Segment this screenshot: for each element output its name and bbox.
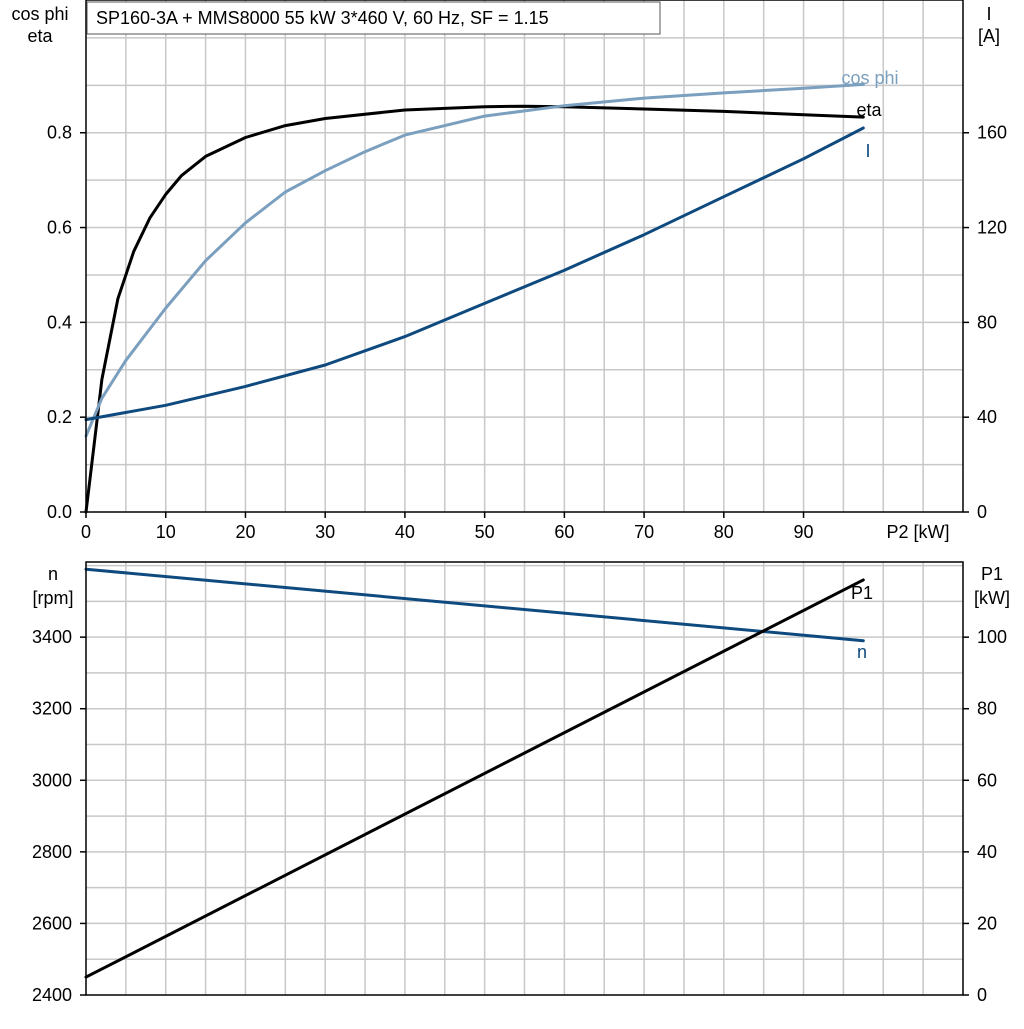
bottom-right-axis-title-2: [kW] [974, 588, 1010, 608]
top-x-axis-title: P2 [kW] [886, 522, 949, 542]
top-right-axis-title-2: [A] [978, 26, 1000, 46]
panel1-right-tick-label: 60 [977, 770, 997, 790]
bottom-panel: 2400 2600 2800 3000 3200 3400 0 20 40 60 80 100 n [… [32, 561, 1010, 1005]
panel1-right-tick-label: 40 [977, 842, 997, 862]
x-tick-label: 90 [794, 522, 814, 542]
series-line-I [84, 126, 865, 422]
panel1-right-tick-label: 100 [977, 627, 1007, 647]
bottom-series [84, 567, 865, 979]
top-ticks: 0.0 0.2 0.4 0.6 0.8 0 40 80 120 160 0 10 20 30 40 50 60 7… [47, 123, 1007, 542]
bottom-right-axis-title-1: P1 [981, 564, 1003, 584]
x-tick-label: 70 [634, 522, 654, 542]
top-panel: 0.0 0.2 0.4 0.6 0.8 0 40 80 120 160 0 10 20 30 40 50 60 7… [11, 0, 1007, 542]
top-grid [86, 0, 963, 512]
panel1-left-tick-label: 2800 [32, 842, 72, 862]
top-left-axis-title-2: eta [27, 26, 53, 46]
bottom-left-axis-title-2: [rpm] [32, 588, 73, 608]
top-right-axis-title-1: I [986, 4, 991, 24]
panel1-left-tick-label: 3200 [32, 699, 72, 719]
x-tick-label: 50 [475, 522, 495, 542]
x-tick-label: 10 [156, 522, 176, 542]
bottom-ticks: 2400 2600 2800 3000 3200 3400 0 20 40 60 80 100 [32, 627, 1007, 1005]
series-line-cos-phi [84, 82, 865, 438]
series-line-n [84, 567, 865, 643]
x-tick-label: 0 [81, 522, 91, 542]
panel0-right-tick-label: 120 [977, 218, 1007, 238]
series-line-eta [84, 104, 865, 514]
panel0-right-tick-label: 40 [977, 407, 997, 427]
panel0-right-tick-label: 160 [977, 123, 1007, 143]
panel1-left-tick-label: 3000 [32, 770, 72, 790]
top-left-axis-title-1: cos phi [11, 4, 68, 24]
bottom-plot-frame [85, 561, 964, 996]
bottom-grid [86, 562, 963, 995]
panel0-left-tick-label: 0.8 [47, 123, 72, 143]
chart-title-box [86, 1, 661, 35]
x-tick-label: 20 [235, 522, 255, 542]
x-tick-label: 80 [714, 522, 734, 542]
x-tick-label: 30 [315, 522, 335, 542]
panel1-left-tick-label: 3400 [32, 627, 72, 647]
top-plot-frame [85, 0, 964, 513]
panel0-left-tick-label: 0.4 [47, 312, 72, 332]
top-series [84, 82, 865, 514]
bottom-left-axis-title-1: n [48, 564, 58, 584]
panel0-right-tick-label: 80 [977, 312, 997, 332]
panel0-left-tick-label: 0.2 [47, 407, 72, 427]
panel1-right-tick-label: 80 [977, 699, 997, 719]
series-label-I: I [865, 141, 870, 161]
panel1-left-tick-label: 2400 [32, 985, 72, 1005]
series-label-n: n [857, 642, 867, 662]
series-label-eta: eta [856, 100, 882, 120]
series-line-P1 [84, 578, 865, 979]
chart-title: SP160-3A + MMS8000 55 kW 3*460 V, 60 Hz,… [96, 8, 549, 28]
series-label-cos-phi: cos phi [841, 68, 898, 88]
x-tick-label: 40 [395, 522, 415, 542]
panel1-right-tick-label: 0 [977, 985, 987, 1005]
panel0-right-tick-label: 0 [977, 502, 987, 522]
panel1-left-tick-label: 2600 [32, 913, 72, 933]
panel0-left-tick-label: 0.0 [47, 502, 72, 522]
series-label-P1: P1 [851, 583, 873, 603]
x-tick-label: 60 [554, 522, 574, 542]
panel1-right-tick-label: 20 [977, 913, 997, 933]
panel0-left-tick-label: 0.6 [47, 218, 72, 238]
